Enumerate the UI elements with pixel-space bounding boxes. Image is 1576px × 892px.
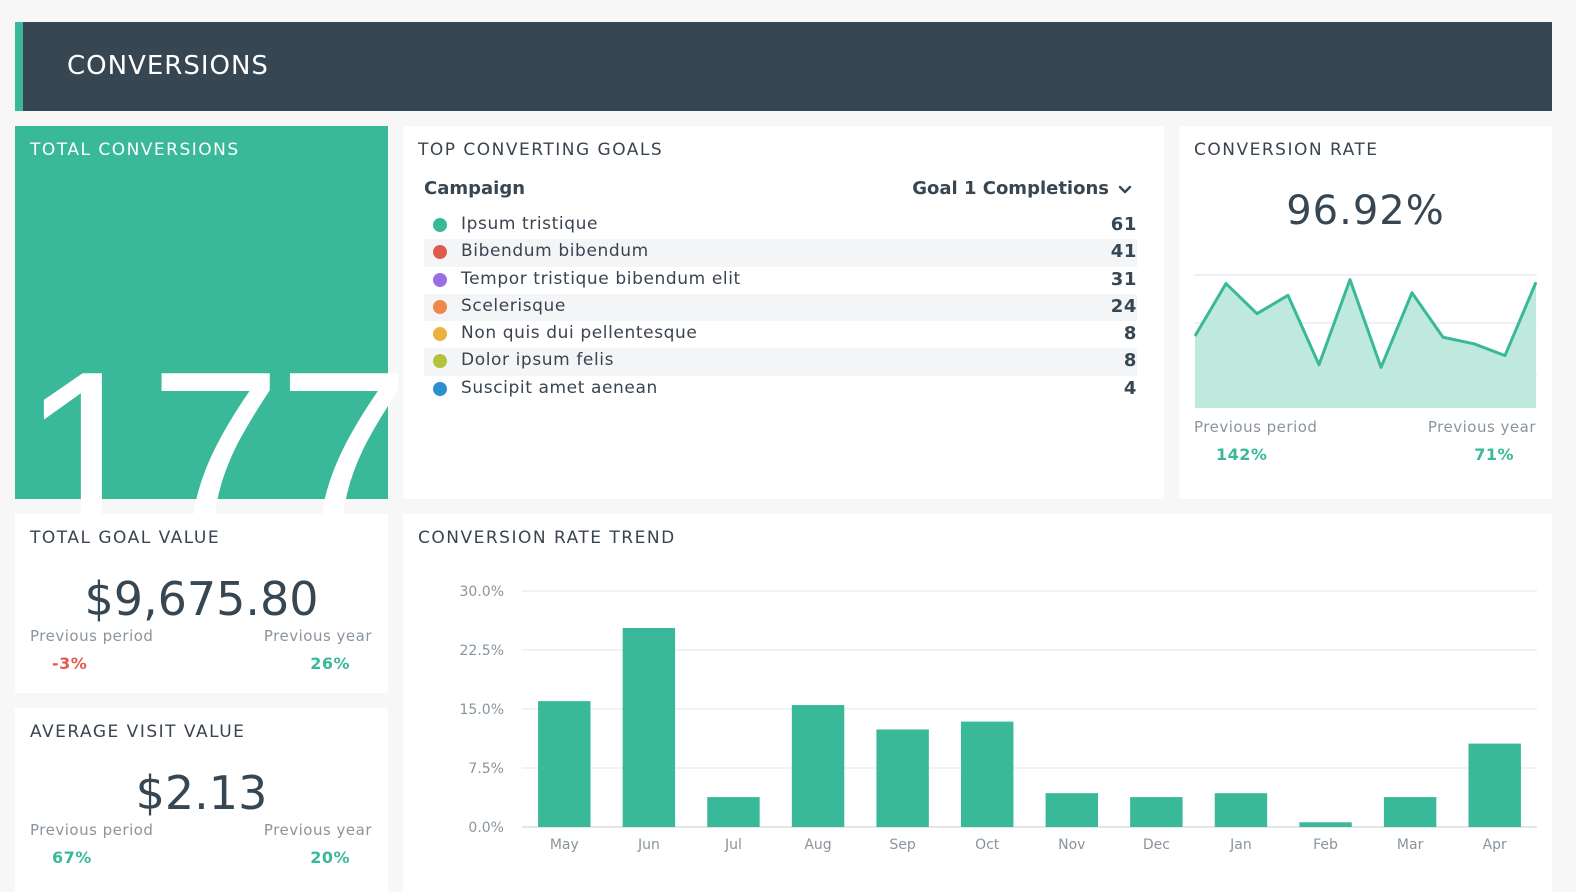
bar-jun: [622, 627, 676, 827]
goal-color-dot: [433, 327, 447, 342]
goal-value: 8: [1123, 350, 1137, 372]
conversion-rate-trend-card: CONVERSION RATE TREND 0.0% 7.5% 15.0% 22.5%…: [403, 514, 1552, 892]
previous-year-label: Previous year: [263, 627, 372, 645]
conversion-rate-trend-chart: 0.0% 7.5% 15.0% 22.5% 30.0% May Jun Jul Aug Sep Oc…: [460, 584, 1537, 853]
goal-name: Scelerisque: [461, 295, 566, 316]
average-visit-value-title: AVERAGE VISIT VALUE: [30, 722, 246, 742]
sparkline-area: [1195, 279, 1536, 408]
goal-row: Suscipit amet aenean 4: [424, 376, 1137, 403]
goal-name: Tempor tristique bibendum elit: [461, 268, 741, 289]
previous-period-value: 67%: [52, 848, 92, 867]
bar-sep: [876, 729, 929, 827]
goal-name: Bibendum bibendum: [461, 241, 649, 262]
dashboard-title: CONVERSIONS: [67, 51, 269, 81]
total-conversions-card: TOTAL CONVERSIONS 177: [15, 126, 410, 575]
total-goal-value-card: TOTAL GOAL VALUE $9,675.80 Previous peri…: [15, 514, 388, 693]
x-tick-label: Mar: [1397, 837, 1424, 853]
previous-period-label: Previous period: [30, 627, 154, 645]
goals-list: Ipsum tristique 61 Bibendum bibendum 41 Temp…: [424, 212, 1137, 403]
goal-value: 8: [1123, 323, 1137, 345]
x-tick-label: Feb: [1313, 837, 1338, 853]
y-tick-label: 0.0%: [468, 820, 504, 836]
x-tick-label: May: [550, 837, 579, 853]
goal-value: 61: [1110, 214, 1137, 235]
goal-color-dot: [433, 381, 447, 396]
goal-row: Bibendum bibendum 41: [424, 239, 1137, 267]
total-goal-value: $9,675.80: [84, 572, 319, 626]
conversion-rate-title: CONVERSION RATE: [1194, 140, 1379, 160]
bar-may: [538, 701, 591, 827]
bar-nov: [1045, 793, 1099, 827]
goal-row: Ipsum tristique 61: [424, 212, 1137, 239]
goal-value: 31: [1110, 268, 1137, 290]
goal-row: Non quis dui pellentesque 8: [424, 321, 1137, 348]
x-tick-label: Jul: [724, 837, 742, 853]
conversion-rate-trend-title: CONVERSION RATE TREND: [418, 528, 676, 548]
conversion-rate-card: CONVERSION RATE 96.92% Previous period 1…: [1179, 126, 1552, 499]
previous-year-value: 26%: [310, 654, 350, 673]
average-visit-value: $2.13: [135, 766, 268, 820]
average-visit-value-card: AVERAGE VISIT VALUE $2.13 Previous perio…: [15, 708, 388, 892]
y-tick-label: 7.5%: [468, 761, 504, 777]
goal-color-dot: [433, 245, 447, 260]
previous-period-value: -3%: [52, 654, 88, 673]
x-tick-label: Aug: [804, 837, 831, 853]
goals-table-header: Campaign Goal 1 Completions: [424, 178, 1137, 204]
y-tick-label: 15.0%: [460, 702, 504, 718]
top-goals-title: TOP CONVERTING GOALS: [418, 140, 664, 160]
goal-value: 24: [1110, 295, 1137, 317]
sparkline-line: [1194, 278, 1537, 369]
campaign-column-header: Campaign: [424, 178, 526, 199]
previous-period-label: Previous period: [1194, 418, 1318, 436]
goal-color-dot: [433, 272, 447, 287]
total-goal-value-title: TOTAL GOAL VALUE: [30, 528, 221, 548]
x-tick-label: Jun: [637, 837, 660, 853]
conversion-rate-value: 96.92%: [1286, 188, 1445, 234]
x-tick-label: Sep: [889, 837, 916, 853]
total-conversions-title: TOTAL CONVERSIONS: [30, 140, 240, 160]
metric-selector[interactable]: Goal 1 Completions: [912, 178, 1109, 199]
bar-jan: [1214, 793, 1268, 827]
previous-period-value: 142%: [1216, 445, 1268, 464]
x-tick-label: Dec: [1143, 837, 1170, 853]
bar-aug: [791, 705, 845, 827]
y-tick-label: 22.5%: [460, 643, 504, 659]
goal-color-dot: [433, 354, 447, 369]
top-goals-card: TOP CONVERTING GOALS Campaign Goal 1 Com…: [403, 126, 1164, 499]
previous-year-label: Previous year: [263, 821, 372, 839]
goal-row: Tempor tristique bibendum elit 31: [424, 267, 1137, 294]
x-tick-label: Nov: [1058, 837, 1085, 853]
goal-name: Suscipit amet aenean: [461, 377, 658, 398]
x-tick-label: Oct: [975, 837, 1000, 853]
bar-feb: [1299, 822, 1352, 827]
bar-oct: [960, 721, 1014, 827]
y-tick-label: 30.0%: [460, 584, 504, 600]
goal-name: Non quis dui pellentesque: [461, 323, 698, 344]
goal-color-dot: [433, 218, 447, 232]
x-tick-label: Jan: [1229, 837, 1252, 853]
goal-value: 4: [1123, 377, 1137, 399]
goal-row: Dolor ipsum felis 8: [424, 348, 1137, 376]
conversion-rate-sparkline: [1194, 274, 1537, 408]
goal-value: 41: [1110, 241, 1137, 263]
bar-mar: [1383, 797, 1437, 827]
goal-name: Dolor ipsum felis: [461, 350, 615, 371]
previous-year-label: Previous year: [1427, 418, 1536, 436]
goal-color-dot: [433, 299, 447, 314]
previous-period-label: Previous period: [30, 821, 154, 839]
chevron-down-icon[interactable]: [1117, 177, 1133, 203]
bar-apr: [1468, 743, 1521, 827]
previous-year-value: 71%: [1474, 445, 1514, 464]
dashboard-header: CONVERSIONS: [15, 22, 1552, 111]
previous-year-value: 20%: [310, 848, 350, 867]
x-tick-label: Apr: [1483, 837, 1507, 853]
bar-jul: [707, 797, 760, 827]
goal-name: Ipsum tristique: [461, 214, 599, 234]
goal-row: Scelerisque 24: [424, 293, 1137, 322]
bar-dec: [1130, 797, 1183, 827]
